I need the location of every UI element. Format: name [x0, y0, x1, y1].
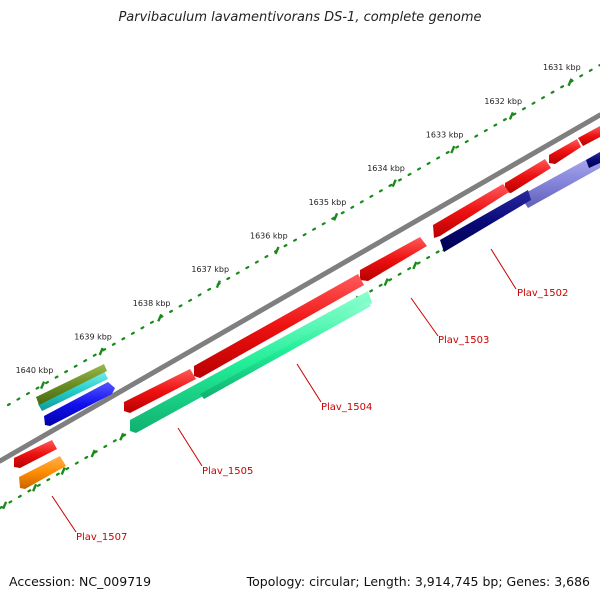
label-plav-1504: Plav_1504 [321, 402, 372, 413]
gene-forward-3 [433, 184, 509, 238]
gene-plav-1507-orange [19, 456, 66, 489]
gene-plav-1507 [14, 440, 57, 468]
tick-label: 1639 kbp [74, 332, 112, 341]
gene-blue [44, 382, 115, 426]
inner-minor-tick [383, 278, 389, 287]
leader-plav-1505 [177, 427, 203, 467]
accession-text: Accession: NC_009719 [9, 574, 152, 589]
leader-plav-1503 [410, 297, 439, 337]
tick-label: 1637 kbp [191, 265, 229, 274]
tick-label: 1634 kbp [367, 164, 405, 173]
topology-text: Topology: circular; Length: 3,914,745 bp… [246, 574, 590, 589]
genome-backbone [0, 112, 600, 464]
gene-forward-1 [549, 139, 581, 164]
major-ticks [39, 78, 573, 390]
forward-strand-genes [14, 126, 600, 468]
tick-label: 1633 kbp [426, 131, 464, 140]
inner-minor-tick [31, 483, 38, 492]
gene-plav-1503 [130, 291, 372, 433]
gene-labels: Plav_1502 Plav_1503 Plav_1504 Plav_1505 … [76, 288, 568, 543]
major-tick [98, 347, 104, 356]
major-tick [450, 145, 456, 154]
inner-major-tick [119, 432, 125, 441]
gene-plav-1505 [200, 301, 371, 399]
map-title: Parvibaculum lavamentivorans DS-1, compl… [118, 10, 482, 25]
major-tick [157, 313, 163, 322]
label-plav-1502: Plav_1502 [517, 288, 568, 299]
gene-plav-1502 [440, 190, 531, 252]
tick-label: 1635 kbp [309, 198, 347, 207]
inner-major-tick [1, 501, 8, 510]
label-plav-1505: Plav_1505 [202, 466, 253, 477]
major-tick [332, 212, 339, 221]
gene-cyan [38, 371, 108, 411]
gene-forward-6 [124, 369, 196, 413]
tick-labels: 1631 kbp 1632 kbp 1633 kbp 1634 kbp 1635 kbp… [16, 63, 581, 375]
major-tick [39, 381, 46, 390]
leader-plav-1502 [490, 248, 517, 290]
gene-olive [36, 364, 107, 405]
tick-label: 1631 kbp [543, 63, 581, 72]
tick-label: 1640 kbp [16, 366, 54, 375]
major-tick [274, 246, 280, 255]
major-tick [508, 111, 515, 120]
tick-label: 1636 kbp [250, 232, 288, 241]
outer-tick-ring: 1631 kbp 1632 kbp 1633 kbp 1634 kbp 1635 kbp… [6, 63, 600, 407]
leader-plav-1507 [51, 495, 77, 533]
leader-plav-1504 [296, 363, 322, 403]
tick-label: 1632 kbp [484, 97, 522, 106]
label-plav-1507: Plav_1507 [76, 532, 127, 543]
label-leaders [51, 248, 517, 533]
gene-reverse-lavender [520, 152, 600, 208]
gene-forward-4 [360, 237, 427, 281]
label-plav-1503: Plav_1503 [438, 335, 489, 346]
major-tick [567, 78, 573, 87]
major-tick [215, 280, 222, 289]
gene-plav-1504 [194, 274, 364, 378]
reverse-strand-genes [19, 152, 600, 489]
gene-navy-edge [586, 152, 600, 168]
gene-edge-forward [578, 126, 600, 146]
major-tick [391, 179, 397, 188]
inner-major-tick [412, 261, 418, 270]
inner-major-tick [60, 467, 66, 476]
tick-label: 1638 kbp [133, 299, 171, 308]
inner-minor-tick [90, 449, 96, 458]
gene-forward-2 [505, 159, 551, 193]
